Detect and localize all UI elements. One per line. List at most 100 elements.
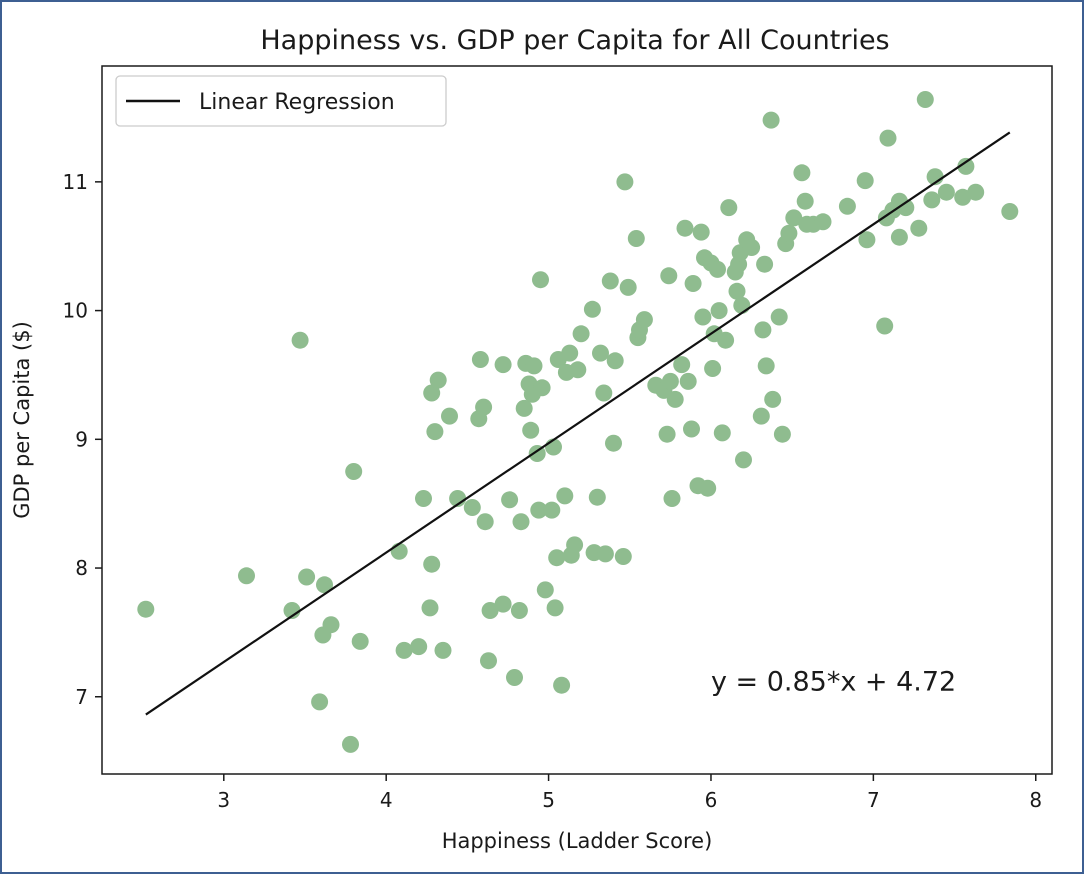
scatter-point bbox=[494, 356, 512, 374]
chart-title: Happiness vs. GDP per Capita for All Cou… bbox=[260, 25, 889, 56]
scatter-point bbox=[713, 424, 731, 442]
scatter-point bbox=[890, 228, 908, 246]
regression-equation: y = 0.85*x + 4.72 bbox=[711, 666, 956, 697]
scatter-point bbox=[415, 490, 432, 507]
scatter-point bbox=[572, 325, 590, 343]
scatter-point bbox=[311, 693, 329, 711]
scatter-point bbox=[937, 183, 955, 201]
scatter-point bbox=[710, 302, 728, 320]
scatter-point bbox=[426, 423, 444, 441]
scatter-point bbox=[596, 545, 614, 563]
scatter-point bbox=[553, 676, 571, 694]
scatter-point bbox=[616, 173, 634, 191]
scatter-point bbox=[566, 536, 584, 554]
scatter-point bbox=[793, 164, 811, 182]
scatter-point bbox=[676, 219, 694, 237]
scatter-point bbox=[605, 434, 622, 452]
scatter-point bbox=[756, 255, 774, 273]
scatter-point bbox=[463, 499, 481, 516]
scatter-point bbox=[876, 317, 894, 335]
y-tick-label: 9 bbox=[75, 427, 88, 451]
scatter-point bbox=[663, 490, 681, 507]
scatter-point bbox=[583, 300, 601, 318]
scatter-point bbox=[546, 599, 564, 617]
scatter-point bbox=[548, 549, 566, 567]
scatter-point bbox=[717, 331, 735, 349]
scatter-point bbox=[533, 379, 551, 397]
scatter-point bbox=[471, 351, 489, 368]
scatter-point bbox=[588, 488, 606, 506]
scatter-point bbox=[423, 555, 441, 573]
scatter-point bbox=[530, 501, 548, 519]
scatter-point bbox=[720, 199, 738, 217]
scatter-point bbox=[606, 352, 624, 370]
scatter-point bbox=[773, 425, 791, 443]
scatter-point bbox=[764, 390, 782, 408]
scatter-point bbox=[967, 183, 985, 201]
y-tick-label: 7 bbox=[75, 685, 88, 709]
scatter-point bbox=[879, 129, 897, 147]
scatter-point bbox=[735, 451, 752, 469]
scatter-point bbox=[916, 91, 934, 108]
scatter-point bbox=[434, 641, 452, 659]
scatter-point bbox=[345, 463, 363, 480]
scatter-point bbox=[754, 321, 772, 339]
scatter-point bbox=[679, 372, 697, 390]
scatter-point bbox=[661, 372, 679, 390]
scatter-points bbox=[137, 91, 1019, 753]
scatter-point bbox=[525, 357, 543, 375]
scatter-point bbox=[910, 219, 928, 237]
scatter-point bbox=[322, 616, 340, 634]
scatter-point bbox=[838, 197, 856, 215]
scatter-point bbox=[770, 308, 788, 326]
y-tick-label: 8 bbox=[75, 556, 88, 580]
scatter-point bbox=[733, 296, 751, 314]
scatter-point bbox=[780, 224, 798, 242]
scatter-point bbox=[595, 384, 613, 402]
scatter-point bbox=[429, 371, 447, 389]
y-axis-title: GDP per Capita ($) bbox=[10, 321, 34, 519]
scatter-point bbox=[856, 172, 874, 190]
scatter-point bbox=[728, 282, 746, 300]
x-tick-label: 8 bbox=[1029, 788, 1042, 812]
x-tick-label: 7 bbox=[867, 788, 880, 812]
scatter-point bbox=[410, 638, 428, 656]
scatter-point bbox=[512, 513, 530, 531]
x-tick-label: 6 bbox=[705, 788, 718, 812]
scatter-point bbox=[510, 602, 528, 619]
plot-area bbox=[101, 65, 1053, 775]
x-tick-label: 3 bbox=[217, 788, 230, 812]
scatter-point bbox=[957, 157, 975, 175]
scatter-point bbox=[291, 331, 309, 349]
scatter-point bbox=[673, 356, 691, 374]
scatter-point bbox=[494, 595, 512, 613]
scatter-point bbox=[506, 669, 523, 686]
scatter-point bbox=[684, 275, 702, 292]
legend-box bbox=[115, 75, 447, 127]
y-axis-ticks: 7 8 9 10 11 bbox=[63, 170, 102, 709]
scatter-point bbox=[704, 360, 722, 377]
scatter-point bbox=[743, 239, 761, 256]
scatter-point bbox=[316, 576, 333, 594]
scatter-point bbox=[475, 398, 493, 416]
scatter-point bbox=[543, 501, 561, 519]
scatter-point bbox=[476, 513, 494, 531]
scatter-point bbox=[752, 407, 770, 425]
x-axis-ticks: 3 4 5 6 7 8 bbox=[217, 774, 1042, 812]
scatter-point bbox=[923, 191, 941, 209]
scatter-point bbox=[635, 311, 653, 329]
scatter-point bbox=[423, 384, 441, 402]
scatter-point bbox=[441, 407, 458, 425]
scatter-point bbox=[666, 390, 684, 408]
scatter-point bbox=[614, 548, 632, 565]
scatter-point bbox=[342, 735, 359, 753]
scatter-point bbox=[954, 188, 972, 206]
scatter-point bbox=[481, 602, 499, 619]
scatter-point bbox=[601, 272, 619, 290]
scatter-point bbox=[785, 209, 803, 227]
scatter-point bbox=[592, 344, 609, 362]
x-tick-label: 5 bbox=[542, 788, 555, 812]
scatter-point bbox=[421, 599, 439, 617]
